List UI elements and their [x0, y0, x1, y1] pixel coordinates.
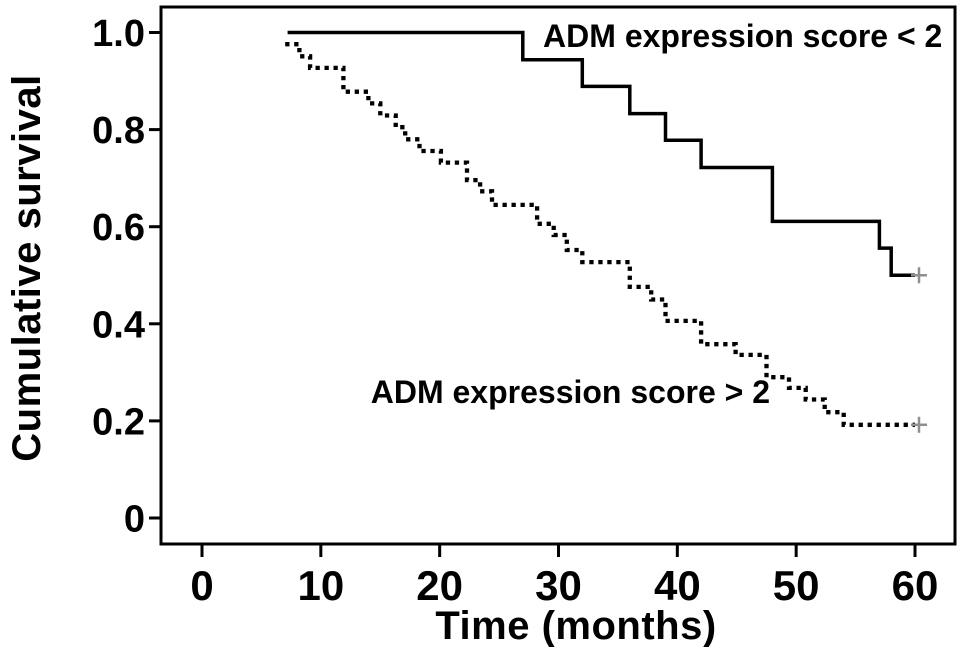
km-curve-high-score — [285, 42, 915, 427]
censor-plus-icon — [911, 416, 927, 433]
y-tick-label: 1.0 — [92, 13, 145, 55]
censor-plus-icon — [911, 267, 927, 284]
x-tick-label: 40 — [654, 562, 701, 609]
x-tick-label: 20 — [416, 562, 463, 609]
curves-layer — [285, 30, 915, 427]
x-tick-label: 30 — [535, 562, 582, 609]
x-tick-label: 10 — [297, 562, 344, 609]
y-tick-label: 0.2 — [92, 401, 145, 443]
y-tick-label: 0.8 — [92, 110, 145, 152]
x-tick-label: 60 — [892, 562, 939, 609]
censor-marks-layer — [911, 267, 927, 433]
x-axis-title: Time (months) — [435, 604, 716, 647]
x-tick-label: 0 — [190, 562, 213, 609]
km-curve-low-score — [287, 30, 915, 278]
y-axis-title: Cumulative survival — [5, 74, 49, 461]
y-tick-label: 0 — [124, 499, 145, 541]
annotation-high-score-label: ADM expression score > 2 — [371, 374, 770, 410]
y-tick-label: 0.4 — [92, 304, 145, 346]
annotation-low-score-label: ADM expression score < 2 — [543, 18, 942, 54]
x-tick-label: 50 — [773, 562, 820, 609]
axes-layer: 0 0.2 0.4 0.6 0.8 1.0 0 10 20 30 40 50 60 — [92, 5, 957, 609]
y-tick-label: 0.6 — [92, 207, 145, 249]
plot-frame — [159, 5, 957, 546]
